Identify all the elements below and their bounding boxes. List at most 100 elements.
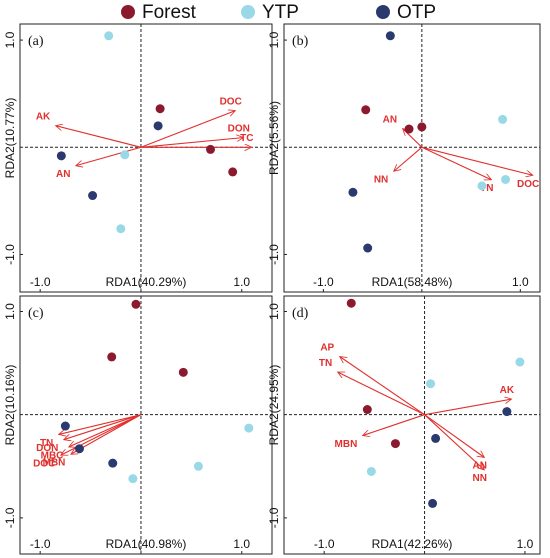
x-axis-label: RDA1(42.26%) (372, 537, 453, 551)
panel-frame (19, 23, 273, 293)
point (108, 458, 118, 468)
arrow (76, 146, 142, 165)
arrow (69, 414, 142, 447)
arrow-label: DOC (33, 459, 55, 470)
x-tick-label: -1.0 (30, 275, 51, 289)
arrow-label: MBN (335, 439, 358, 450)
arrow (140, 111, 235, 148)
point (88, 191, 98, 201)
x-axis-label: RDA1(40.98%) (106, 537, 187, 551)
y-axis-label: RDA2(10.16%) (3, 365, 17, 446)
point (228, 167, 238, 177)
panel-frame (283, 23, 541, 293)
y-tick-label: -1.0 (267, 507, 281, 528)
y-tick-label: 1.0 (267, 31, 281, 48)
legend-label: YTP (262, 2, 299, 23)
arrow-label: DOC (517, 179, 539, 190)
arrow (56, 126, 142, 148)
arrow (61, 414, 142, 455)
x-tick-label: -1.0 (30, 537, 51, 551)
panel-frame (283, 295, 541, 555)
point (178, 367, 188, 377)
x-tick-label: -1.0 (314, 537, 335, 551)
point (56, 151, 66, 161)
y-tick-label: 1.0 (3, 303, 17, 320)
point (404, 124, 414, 134)
panel-label: (d) (292, 306, 309, 321)
arrow-label: DON (228, 123, 250, 134)
point (131, 299, 141, 309)
point (155, 104, 165, 114)
arrow (424, 399, 511, 416)
arrow-label: AN (56, 169, 70, 180)
arrow (421, 146, 532, 175)
point (363, 243, 373, 253)
x-tick-label: 1.0 (512, 275, 529, 289)
point (193, 461, 203, 471)
arrow-label: TC (240, 133, 253, 144)
point (417, 122, 427, 132)
panel-label: (c) (28, 306, 44, 321)
arrow-label: MBN (43, 458, 66, 469)
point (498, 114, 508, 124)
x-tick-label: 1.0 (233, 275, 250, 289)
arrow (424, 414, 484, 470)
point (426, 379, 436, 389)
point (477, 181, 487, 191)
arrow-label: TN (319, 358, 332, 369)
point (515, 357, 525, 367)
arrow-label: AK (36, 111, 51, 122)
arrow-label: MBC (41, 450, 64, 461)
x-tick-label: 1.0 (233, 537, 250, 551)
x-tick-label: 1.0 (517, 537, 534, 551)
panel-label: (b) (292, 34, 309, 49)
arrow (140, 138, 243, 148)
point (104, 31, 114, 41)
arrow (421, 146, 491, 179)
arrow (59, 414, 142, 435)
point (348, 187, 358, 197)
point (60, 421, 70, 431)
point (244, 423, 254, 433)
point (366, 466, 376, 476)
panel-label: (a) (28, 34, 44, 49)
arrow (340, 357, 425, 416)
point (502, 407, 512, 417)
point (120, 150, 130, 160)
arrow-label: DON (36, 443, 58, 454)
x-tick-label: -1.0 (313, 275, 334, 289)
legend-label: OTP (397, 2, 436, 23)
point (128, 474, 138, 484)
point (501, 174, 511, 184)
point (206, 144, 216, 154)
arrow (64, 414, 142, 440)
point (431, 433, 441, 443)
point (390, 439, 400, 449)
arrow-label: TN (40, 438, 53, 449)
point (428, 498, 438, 508)
point (361, 105, 371, 115)
legend-label: Forest (142, 2, 197, 23)
point (385, 31, 395, 41)
y-axis-label: RDA2(10.77%) (3, 98, 17, 179)
point (107, 352, 117, 362)
x-axis-label: RDA1(58.48%) (372, 275, 453, 289)
arrow-label: NN (374, 175, 388, 186)
y-tick-label: -1.0 (3, 244, 17, 265)
point (74, 444, 84, 454)
arrow (338, 372, 425, 416)
panel-frame (19, 295, 273, 555)
y-tick-label: 1.0 (3, 31, 17, 48)
arrow (424, 414, 484, 457)
arrow (363, 414, 425, 436)
legend-marker (241, 5, 255, 19)
arrow-label: NN (473, 473, 487, 484)
point (116, 224, 126, 234)
arrow (394, 146, 423, 171)
y-tick-label: -1.0 (267, 244, 281, 265)
x-axis-label: RDA1(40.29%) (106, 275, 187, 289)
point (362, 405, 372, 415)
arrow-label: AN (383, 115, 397, 126)
arrow-label: TN (480, 183, 493, 194)
